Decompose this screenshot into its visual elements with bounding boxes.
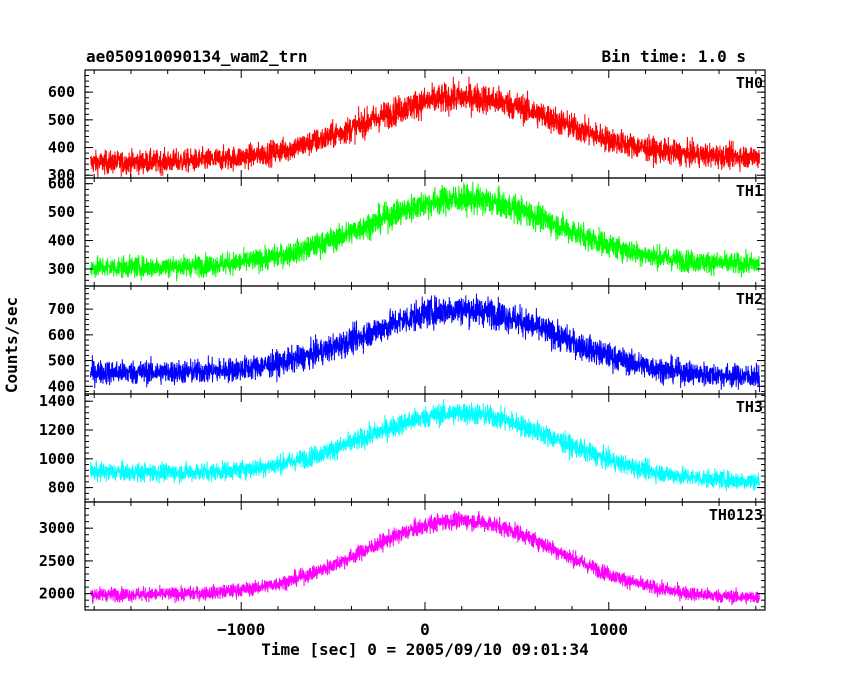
- chart-title: ae050910090134_wam2_trn: [86, 47, 308, 66]
- panel-th1: 300 400 500 600 TH1: [48, 175, 766, 287]
- x-tick-label: −1000: [217, 620, 265, 639]
- x-tick-label: 1000: [590, 620, 629, 639]
- series-line-th2: [90, 293, 760, 393]
- x-tick-label: 0: [420, 620, 430, 639]
- series-line-th1: [90, 181, 760, 282]
- y-axis-label: Counts/sec: [2, 297, 21, 393]
- series-line-th0123: [90, 510, 760, 606]
- bin-time-label: Bin time: 1.0 s: [602, 47, 747, 66]
- panel-th3: 800 1000 1200 1400 TH3: [39, 392, 766, 503]
- series-label-th3: TH3: [736, 398, 763, 416]
- y-tick-label: 500: [48, 111, 75, 129]
- x-tick-labels: −1000 0 1000: [217, 620, 628, 639]
- panel-th2: 400 500 600 700 TH2: [48, 285, 766, 395]
- series-line-th3: [90, 399, 760, 492]
- y-tick-label: 500: [48, 203, 75, 221]
- y-tick-label: 2000: [39, 585, 75, 603]
- y-tick-label: 400: [48, 139, 75, 157]
- series-label-th0123: TH0123: [709, 506, 763, 524]
- panels-layer: 300 400 500 600 TH0 300 400 500 600 TH1 400 500 600 7…: [39, 69, 766, 611]
- y-tick-label: 1000: [39, 450, 75, 468]
- y-tick-label: 600: [48, 175, 75, 193]
- y-tick-label: 1400: [39, 392, 75, 410]
- y-tick-label: 500: [48, 352, 75, 370]
- y-tick-label: 300: [48, 166, 75, 184]
- y-tick-label: 400: [48, 232, 75, 250]
- y-tick-label: 3000: [39, 519, 75, 537]
- series-label-th2: TH2: [736, 290, 763, 308]
- y-tick-label: 2500: [39, 552, 75, 570]
- x-axis-label: Time [sec] 0 = 2005/09/10 09:01:34: [261, 640, 589, 659]
- y-tick-label: 600: [48, 83, 75, 101]
- panel-frame: [84, 393, 766, 503]
- y-tick-label: 700: [48, 300, 75, 318]
- y-tick-label: 300: [48, 260, 75, 278]
- series-label-th0: TH0: [736, 74, 763, 92]
- y-tick-label: 1200: [39, 421, 75, 439]
- panel-th0: 300 400 500 600 TH0: [48, 69, 766, 184]
- panel-th0123: 2000 2500 3000 TH0123: [39, 501, 766, 611]
- y-tick-label: 400: [48, 377, 75, 395]
- series-label-th1: TH1: [736, 182, 763, 200]
- y-tick-label: 800: [48, 479, 75, 497]
- series-line-th0: [90, 76, 760, 178]
- y-tick-label: 600: [48, 326, 75, 344]
